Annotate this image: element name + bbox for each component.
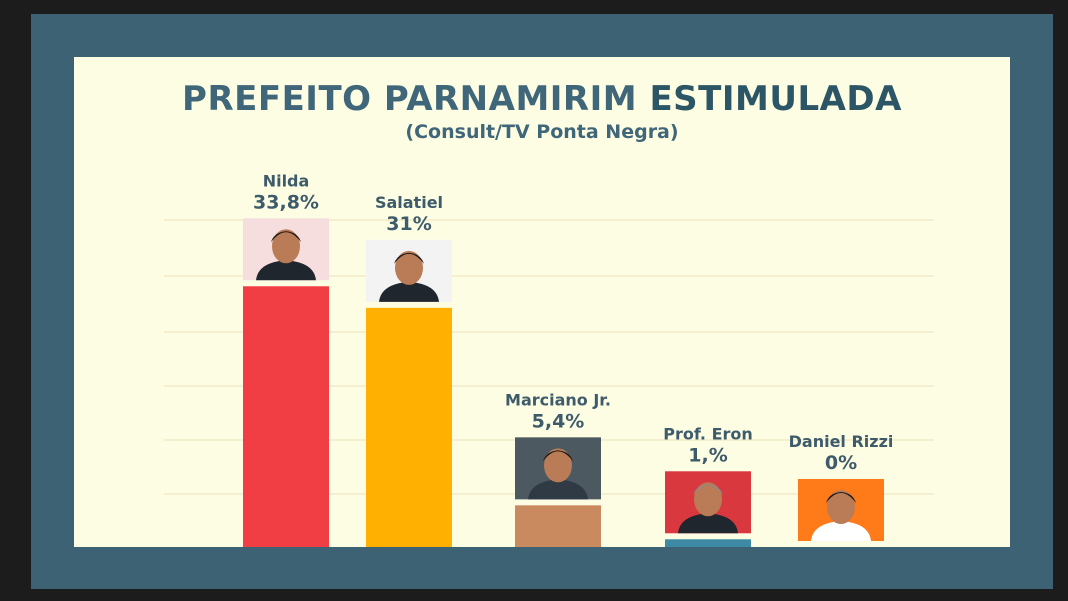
gridline <box>164 385 934 387</box>
chart-title: PREFEITO PARNAMIRIM ESTIMULADA <box>74 79 1010 119</box>
chart-panel: PREFEITO PARNAMIRIM ESTIMULADA (Consult/… <box>74 57 1010 547</box>
value-label: 1,% <box>688 444 727 466</box>
value-label: 5,4% <box>532 410 585 432</box>
gridline <box>164 219 934 221</box>
gridline <box>164 331 934 333</box>
candidate-photo <box>243 218 329 281</box>
category-label: Marciano Jr. <box>505 390 611 409</box>
gridline <box>164 275 934 277</box>
candidate-photo <box>515 437 601 500</box>
bar-chart: 33,8%Nilda 31%Salatiel 5,4%Marciano Jr. 1,%… <box>243 171 894 547</box>
category-label: Salatiel <box>375 193 443 212</box>
candidate-photo <box>798 479 884 541</box>
chart-title-main: PREFEITO PARNAMIRIM <box>182 79 638 119</box>
category-label: Nilda <box>263 171 310 190</box>
chart-title-highlight: ESTIMULADA <box>649 79 902 119</box>
category-label: Daniel Rizzi <box>789 432 894 451</box>
value-label: 31% <box>386 213 431 235</box>
bar-marciano-jr- <box>515 505 601 547</box>
value-label: 33,8% <box>253 191 319 213</box>
category-label: Prof. Eron <box>663 424 753 443</box>
bar-salatiel <box>366 307 452 547</box>
chart-subtitle: (Consult/TV Ponta Negra) <box>405 121 679 143</box>
candidate-photo <box>665 471 751 534</box>
bar-prof-eron <box>665 539 751 547</box>
bar-nilda <box>243 286 329 547</box>
value-label: 0% <box>825 452 857 474</box>
candidate-photo <box>366 239 452 302</box>
